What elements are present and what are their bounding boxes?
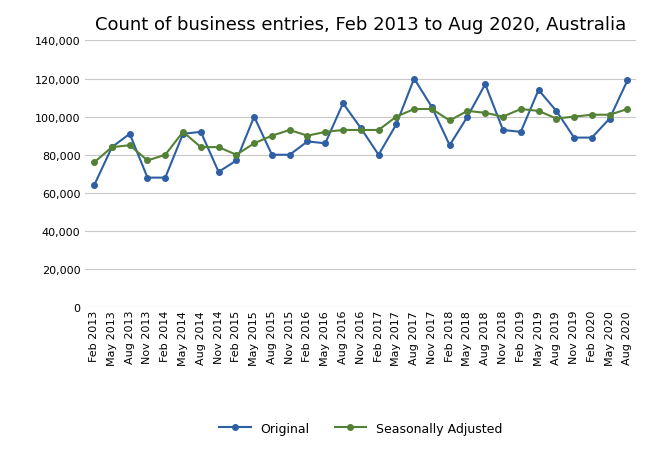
Seasonally Adjusted bbox=[552, 117, 560, 122]
Original bbox=[91, 183, 98, 189]
Seasonally Adjusted bbox=[357, 128, 365, 134]
Original bbox=[605, 117, 613, 122]
Seasonally Adjusted bbox=[605, 113, 613, 118]
Original bbox=[588, 135, 596, 141]
Seasonally Adjusted bbox=[482, 111, 489, 116]
Seasonally Adjusted bbox=[321, 130, 329, 135]
Original bbox=[410, 77, 418, 82]
Original bbox=[304, 140, 312, 145]
Original bbox=[464, 115, 472, 120]
Original bbox=[445, 143, 453, 149]
Seasonally Adjusted bbox=[464, 109, 472, 114]
Original bbox=[144, 175, 152, 181]
Original bbox=[197, 130, 205, 135]
Original bbox=[499, 128, 507, 134]
Original bbox=[268, 153, 276, 158]
Original bbox=[179, 132, 187, 137]
Seasonally Adjusted bbox=[304, 134, 312, 139]
Seasonally Adjusted bbox=[108, 145, 116, 151]
Original bbox=[215, 170, 222, 175]
Seasonally Adjusted bbox=[215, 145, 222, 151]
Original bbox=[108, 145, 116, 151]
Original bbox=[250, 115, 258, 120]
Original bbox=[286, 153, 294, 158]
Seasonally Adjusted bbox=[623, 107, 631, 112]
Seasonally Adjusted bbox=[286, 128, 294, 134]
Original bbox=[339, 101, 347, 107]
Original bbox=[375, 153, 382, 158]
Line: Seasonally Adjusted: Seasonally Adjusted bbox=[91, 107, 630, 166]
Seasonally Adjusted bbox=[410, 107, 418, 112]
Seasonally Adjusted bbox=[179, 130, 187, 135]
Seasonally Adjusted bbox=[375, 128, 382, 134]
Original bbox=[321, 141, 329, 147]
Seasonally Adjusted bbox=[428, 107, 436, 112]
Seasonally Adjusted bbox=[570, 115, 578, 120]
Original bbox=[535, 88, 543, 94]
Seasonally Adjusted bbox=[250, 141, 258, 147]
Original bbox=[517, 130, 525, 135]
Seasonally Adjusted bbox=[535, 109, 543, 114]
Seasonally Adjusted bbox=[161, 153, 169, 158]
Line: Original: Original bbox=[91, 77, 630, 189]
Legend: Original, Seasonally Adjusted: Original, Seasonally Adjusted bbox=[215, 417, 507, 440]
Original bbox=[392, 122, 400, 128]
Seasonally Adjusted bbox=[445, 118, 453, 124]
Original bbox=[570, 135, 578, 141]
Original bbox=[357, 126, 365, 132]
Seasonally Adjusted bbox=[339, 128, 347, 134]
Original bbox=[552, 109, 560, 114]
Seasonally Adjusted bbox=[392, 115, 400, 120]
Original bbox=[161, 175, 169, 181]
Seasonally Adjusted bbox=[588, 113, 596, 118]
Original bbox=[428, 105, 436, 111]
Seasonally Adjusted bbox=[517, 107, 525, 112]
Seasonally Adjusted bbox=[144, 158, 152, 164]
Title: Count of business entries, Feb 2013 to Aug 2020, Australia: Count of business entries, Feb 2013 to A… bbox=[95, 16, 626, 34]
Seasonally Adjusted bbox=[197, 145, 205, 151]
Seasonally Adjusted bbox=[268, 134, 276, 139]
Seasonally Adjusted bbox=[499, 115, 507, 120]
Seasonally Adjusted bbox=[91, 160, 98, 166]
Original bbox=[623, 78, 631, 84]
Seasonally Adjusted bbox=[232, 153, 240, 158]
Original bbox=[126, 132, 134, 137]
Original bbox=[482, 82, 489, 88]
Original bbox=[232, 158, 240, 164]
Seasonally Adjusted bbox=[126, 143, 134, 149]
